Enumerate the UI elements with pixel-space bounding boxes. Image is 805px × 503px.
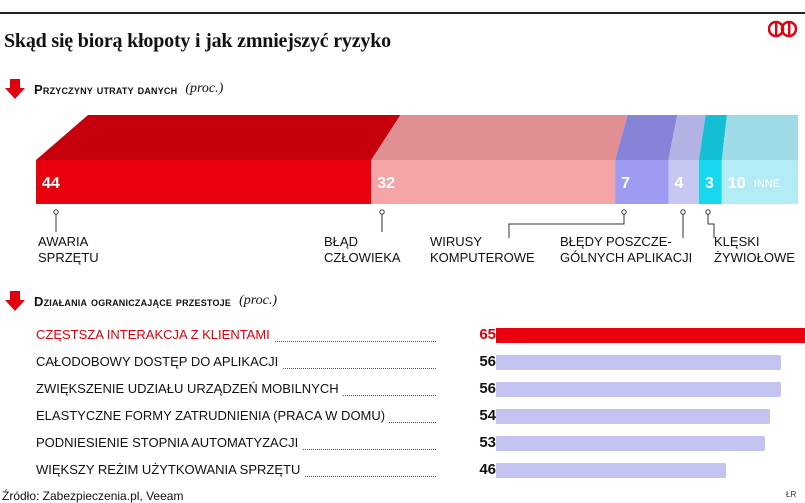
row-value: 53 xyxy=(436,434,496,451)
segment-top-1 xyxy=(371,115,628,160)
downtime-row: CAŁODOBOWY DOSTĘP DO APLIKACJI 56 xyxy=(36,352,796,372)
section-header-data-loss: Przyczyny utraty danych (proc.) xyxy=(4,78,223,100)
row-bar xyxy=(473,382,782,397)
category-label: AWARIA SPRZĘTU xyxy=(38,234,99,265)
row-value: 54 xyxy=(436,407,496,424)
segment-top-4 xyxy=(698,115,727,160)
leader-dot xyxy=(680,209,686,215)
segment-top-0 xyxy=(36,115,401,160)
top-rule xyxy=(0,12,805,14)
segment-bar-5 xyxy=(721,160,798,204)
section-title: Przyczyny utraty danych xyxy=(34,81,178,97)
segment-value-label: 4 xyxy=(674,175,683,192)
leader-dot xyxy=(705,209,711,215)
segment-value-label: 3 xyxy=(705,175,714,192)
segment-category-inline-label: INNE xyxy=(754,178,780,190)
row-label: CAŁODOBOWY DOSTĘP DO APLIKACJI xyxy=(36,354,283,369)
downtime-row: PODNIESIENIE STOPNIA AUTOMATYZACJI 53 xyxy=(36,433,796,453)
section-unit: (proc.) xyxy=(239,293,278,308)
row-bar xyxy=(473,436,765,451)
row-bar xyxy=(473,355,782,370)
leader-dot xyxy=(53,209,59,215)
segment-top-2 xyxy=(615,115,678,160)
page-title: Skąd się biorą kłopoty i jak zmniejszyć … xyxy=(4,30,391,52)
category-label: WIRUSY KOMPUTEROWE xyxy=(430,234,535,265)
segment-top-3 xyxy=(668,115,706,160)
row-value: 46 xyxy=(436,461,496,478)
row-bar xyxy=(473,328,805,343)
row-label: ELASTYCZNE FORMY ZATRUDNIENIA (PRACA W D… xyxy=(36,408,390,423)
row-value: 56 xyxy=(436,353,496,370)
row-bar xyxy=(473,463,727,478)
row-label: CZĘSTSZA INTERAKCJA Z KLIENTAMI xyxy=(36,327,274,342)
segment-value-label: 32 xyxy=(377,175,395,192)
down-arrow-icon xyxy=(5,291,25,311)
segment-bar-4 xyxy=(698,160,722,204)
segment-value-label: 7 xyxy=(621,175,630,192)
down-arrow-icon xyxy=(5,79,25,99)
category-label: BŁĄD CZŁOWIEKA xyxy=(324,234,401,265)
downtime-row: WIĘKSZY REŻIM UŻYTKOWANIA SPRZĘTU 46 xyxy=(36,460,796,480)
segment-top-5 xyxy=(721,115,798,160)
rp-logo-icon xyxy=(768,20,798,38)
segment-bar-2 xyxy=(615,160,669,204)
category-label: KLĘSKI ŻYWIOŁOWE xyxy=(714,234,795,265)
row-bar xyxy=(473,409,771,424)
segment-bar-3 xyxy=(668,160,699,204)
leader-dot xyxy=(379,209,385,215)
section-header-downtime: Działania ograniczające przestoje (proc.… xyxy=(4,290,277,312)
segment-value-label: 10 xyxy=(728,175,746,192)
row-label: PODNIESIENIE STOPNIA AUTOMATYZACJI xyxy=(36,435,303,450)
data-loss-stacked-chart: 44 32 7 4 3 10 INNE xyxy=(36,115,798,204)
segment-bar-0 xyxy=(36,160,372,204)
downtime-row: ZWIĘKSZENIE UDZIAŁU URZĄDZEŃ MOBILNYCH 56 xyxy=(36,379,796,399)
segment-bar-1 xyxy=(371,160,616,204)
category-label: BŁĘDY POSZCZE- GÓLNYCH APLIKACJI xyxy=(560,234,693,265)
downtime-row: ELASTYCZNE FORMY ZATRUDNIENIA (PRACA W D… xyxy=(36,406,796,426)
segment-value-label: 44 xyxy=(42,175,60,192)
row-label: ZWIĘKSZENIE UDZIAŁU URZĄDZEŃ MOBILNYCH xyxy=(36,381,343,396)
section-title: Działania ograniczające przestoje xyxy=(34,293,232,309)
downtime-row: CZĘSTSZA INTERAKCJA Z KLIENTAMI 65 xyxy=(36,325,805,345)
row-label: WIĘKSZY REŻIM UŻYTKOWANIA SPRZĘTU xyxy=(36,462,305,477)
section-unit: (proc.) xyxy=(185,81,224,96)
author-initials: ŁR xyxy=(786,490,797,499)
leader-dot xyxy=(621,209,627,215)
row-value: 56 xyxy=(436,380,496,397)
row-value: 65 xyxy=(436,326,496,343)
source-note: Źródło: Zabezpieczenia.pl, Veeam xyxy=(2,489,184,503)
